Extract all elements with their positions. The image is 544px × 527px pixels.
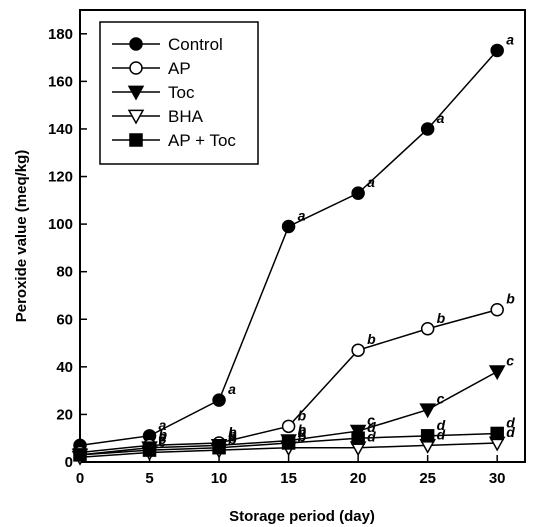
data-point <box>488 365 506 381</box>
significance-label: b <box>437 310 446 326</box>
data-point <box>351 343 365 357</box>
legend-marker <box>129 61 143 75</box>
y-tick-label: 140 <box>48 121 73 138</box>
y-tick-label: 120 <box>48 169 73 186</box>
significance-label: d <box>367 419 376 435</box>
significance-label: c <box>506 353 514 369</box>
data-point <box>490 426 504 441</box>
y-tick-label: 100 <box>48 216 73 233</box>
significance-label: d <box>437 426 446 442</box>
significance-label: b <box>228 426 237 442</box>
legend-marker <box>129 37 143 51</box>
axes: 0 5 10 15 20 25 30 0 20 40 60 80 100 120 140 160 180 <box>48 26 506 487</box>
legend: Control AP Toc BHA AP + Toc <box>99 21 259 165</box>
data-point <box>420 322 435 336</box>
significance-label: a <box>159 417 167 433</box>
significance-label: b <box>298 424 307 440</box>
x-tick-label: 10 <box>211 470 228 487</box>
significance-label: b <box>159 426 168 442</box>
data-point <box>281 436 296 450</box>
x-tick-label: 5 <box>145 470 153 487</box>
significance-label: b <box>506 291 515 307</box>
plot-frame <box>79 9 526 463</box>
significance-label: b <box>298 422 307 438</box>
significance-label: c <box>367 412 375 428</box>
significance-label: c <box>159 429 167 445</box>
significance-label: a <box>437 110 445 126</box>
x-tick-label: 0 <box>76 470 84 487</box>
y-tick-label: 60 <box>56 311 73 328</box>
significance-label: d <box>367 429 376 445</box>
y-tick-label: 20 <box>56 406 73 423</box>
significance-label: b <box>228 429 237 445</box>
legend-marker <box>129 133 143 147</box>
data-point <box>420 122 435 136</box>
data-point <box>212 393 226 407</box>
data-point <box>281 219 296 234</box>
data-point <box>490 43 504 58</box>
significance-label: b <box>228 431 237 447</box>
significance-label: c <box>437 391 445 407</box>
data-point <box>73 448 87 462</box>
significance-label: d <box>437 417 446 433</box>
legend-marker <box>127 109 145 125</box>
significance-label: a <box>367 174 375 190</box>
y-tick-label: 180 <box>48 26 73 43</box>
x-tick-label: 15 <box>280 470 297 487</box>
legend-marker <box>127 85 145 101</box>
x-axis-title: Storage period (day) <box>229 508 375 525</box>
significance-label: a <box>506 31 514 47</box>
x-tick-label: 30 <box>489 470 506 487</box>
significance-label: b <box>228 424 237 440</box>
data-point <box>351 431 365 445</box>
data-point <box>212 440 226 455</box>
data-point <box>142 443 157 457</box>
significance-label: b <box>298 407 307 423</box>
series-layer <box>71 43 506 466</box>
y-tick-label: 40 <box>56 359 73 376</box>
legend-label: AP + Toc <box>168 131 236 150</box>
significance-label: d <box>506 424 515 440</box>
legend-label: AP <box>168 59 191 78</box>
legend-label: Control <box>168 35 223 54</box>
x-tick-label: 20 <box>350 470 367 487</box>
x-tick-label: 25 <box>419 470 436 487</box>
significance-label: c <box>159 433 167 449</box>
legend-label: BHA <box>168 107 204 126</box>
data-point <box>351 186 365 200</box>
y-tick-label: 0 <box>65 454 73 471</box>
significance-label: d <box>506 414 515 430</box>
y-tick-label: 80 <box>56 264 73 281</box>
data-point <box>420 429 435 443</box>
significance-label: b <box>298 429 307 445</box>
legend-label: Toc <box>168 83 195 102</box>
significance-label: a <box>298 207 306 223</box>
data-point <box>281 419 296 434</box>
significance-label: a <box>228 381 236 397</box>
y-tick-label: 160 <box>48 73 73 90</box>
data-point <box>490 302 504 317</box>
significance-label: c <box>159 431 167 447</box>
data-point <box>419 403 436 419</box>
significance-label: b <box>367 331 376 347</box>
y-axis-title: Peroxide value (meq/kg) <box>13 150 30 323</box>
